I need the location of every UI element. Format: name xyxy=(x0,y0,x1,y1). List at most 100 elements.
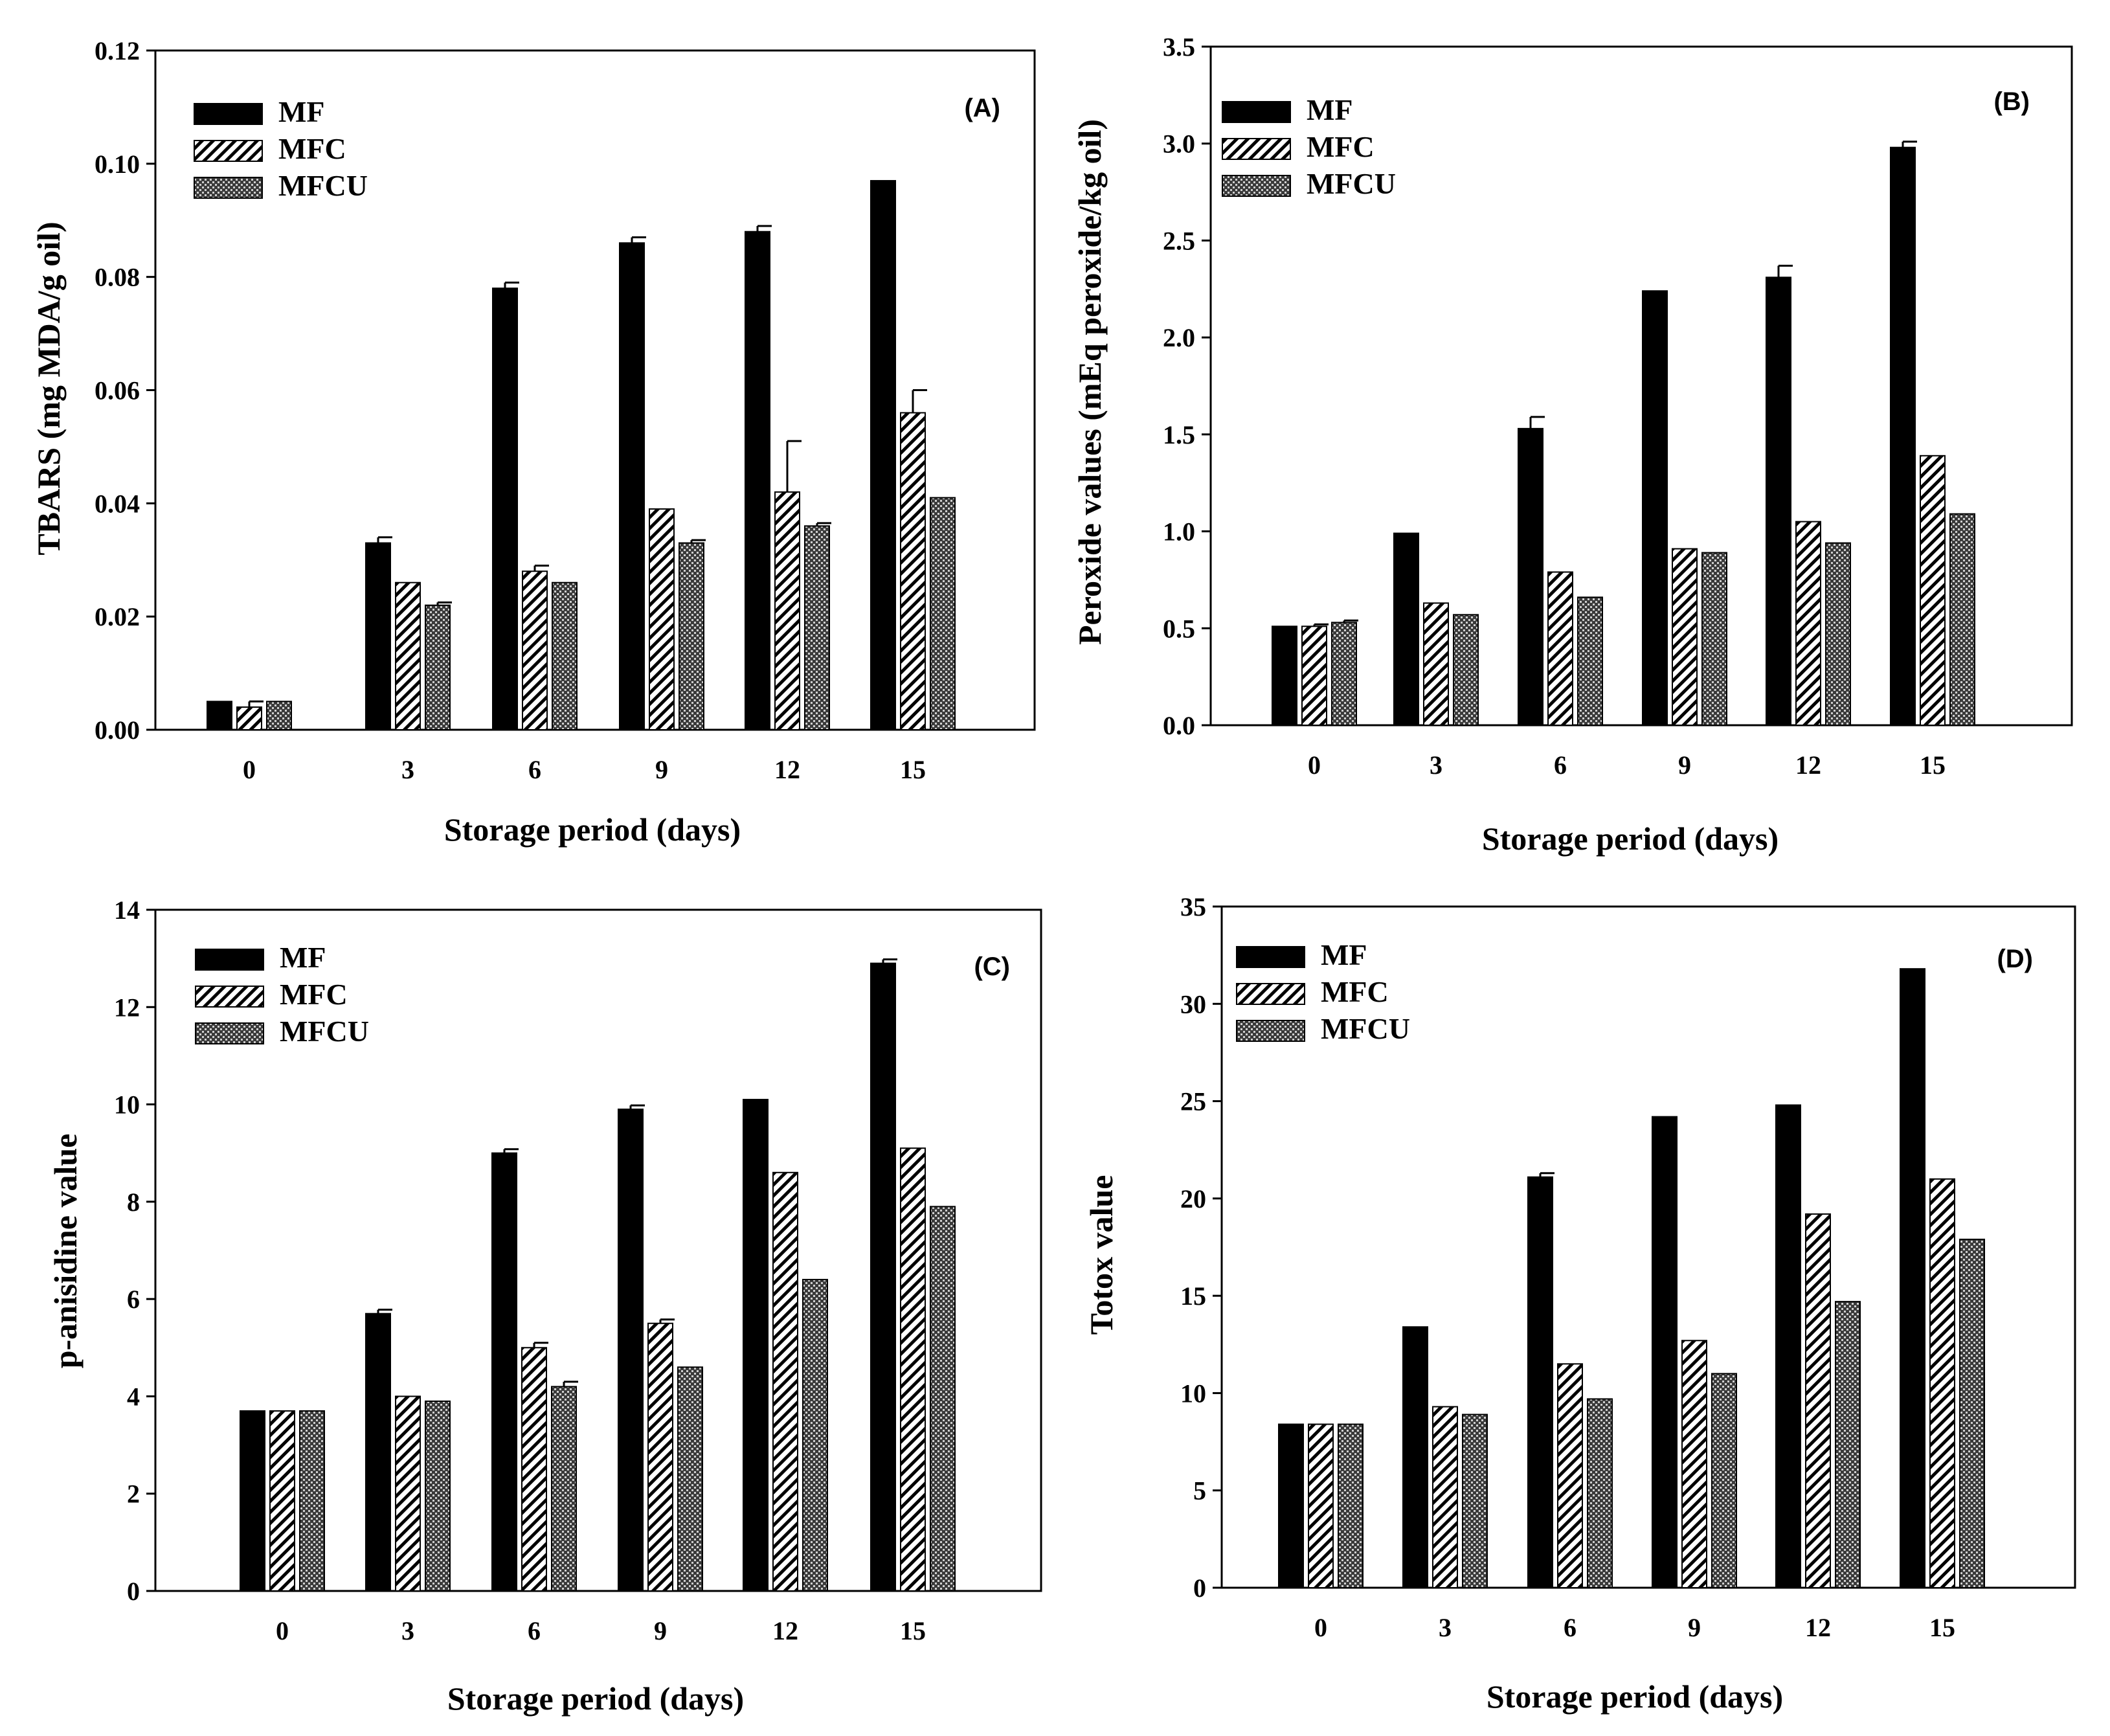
y-tick-label: 6 xyxy=(127,1285,140,1314)
bar-mfc xyxy=(649,508,675,730)
y-tick-label: 10 xyxy=(1180,1379,1206,1408)
bar-mfc xyxy=(395,581,421,731)
bar-mf xyxy=(1766,276,1791,726)
legend-label-mfcu: MFCU xyxy=(1321,1012,1410,1045)
bar-mf xyxy=(1900,968,1925,1588)
panel-label: (D) xyxy=(1997,945,2033,973)
legend-label-mfcu: MFCU xyxy=(280,1015,369,1048)
bar-mfcu xyxy=(1959,1238,1985,1588)
y-tick-label: 3.0 xyxy=(1163,130,1195,159)
y-tick-label: 3.5 xyxy=(1163,32,1195,62)
bar-mfc xyxy=(236,706,262,730)
x-tick-label: 0 xyxy=(1308,750,1321,780)
legend: MF MFC MFCU xyxy=(194,95,368,202)
bar-mfcu xyxy=(804,525,830,730)
bar-mfc xyxy=(1681,1340,1707,1588)
x-tick-label: 6 xyxy=(528,755,541,784)
legend: MF MFC MFCU xyxy=(1236,938,1410,1045)
y-tick-label: 10 xyxy=(114,1090,140,1120)
bar-mfc xyxy=(647,1322,673,1592)
x-tick-label: 6 xyxy=(1564,1613,1577,1642)
x-tick-label: 9 xyxy=(655,755,668,784)
y-tick-label: 0 xyxy=(127,1577,140,1606)
y-tick-label: 0 xyxy=(1193,1573,1206,1603)
bar-mfc xyxy=(1557,1363,1583,1588)
x-axis-title: Storage period (days) xyxy=(1482,820,1779,857)
x-tick-label: 12 xyxy=(1805,1613,1831,1642)
panel-label: (A) xyxy=(964,94,1000,122)
bar-mfcu xyxy=(930,1206,956,1592)
bar-mfc xyxy=(1795,521,1821,726)
legend-label-mfc: MFC xyxy=(280,978,348,1011)
legend-label-mfc: MFC xyxy=(278,132,346,165)
bar-mf xyxy=(618,1109,644,1592)
bar-mfc xyxy=(774,491,800,730)
bar-mf xyxy=(1278,1423,1304,1589)
x-tick-label: 15 xyxy=(900,755,926,784)
y-tick-label: 0.06 xyxy=(95,376,140,405)
x-tick-label: 9 xyxy=(1678,750,1691,780)
legend-swatch-mfc xyxy=(1222,138,1291,160)
bar-mf xyxy=(870,180,896,730)
bar-mfc xyxy=(1301,626,1327,727)
bar-mfcu xyxy=(1701,552,1727,726)
legend-swatch-mf xyxy=(194,103,263,125)
chart-panel-a: TBARS (mg MDA/g oil) Storage period (day… xyxy=(30,36,1036,848)
bar-mfcu xyxy=(1462,1414,1488,1589)
bar-mfcu xyxy=(679,542,704,731)
legend-label-mf: MF xyxy=(278,95,325,128)
bar-mfcu xyxy=(677,1366,703,1592)
bar-mfcu xyxy=(1949,513,1975,726)
bar-mfc xyxy=(1805,1213,1831,1588)
x-tick-label: 6 xyxy=(528,1616,541,1645)
bar-mf xyxy=(1272,626,1297,727)
bar-mf xyxy=(492,287,518,730)
bar-mfc xyxy=(1432,1406,1458,1588)
bar-mf xyxy=(365,1313,391,1592)
y-tick-label: 12 xyxy=(114,993,140,1022)
plot-frame xyxy=(154,908,1042,1592)
y-tick-label: 2.5 xyxy=(1163,226,1195,255)
legend-label-mf: MF xyxy=(1307,93,1353,126)
bar-mfc xyxy=(522,570,548,730)
x-tick-label: 3 xyxy=(401,755,414,784)
x-tick-label: 9 xyxy=(654,1616,667,1645)
y-tick-label: 0.12 xyxy=(95,36,140,65)
x-tick-label: 15 xyxy=(1929,1613,1955,1642)
bar-mfc xyxy=(1308,1423,1334,1589)
legend: MF MFC MFCU xyxy=(195,941,369,1048)
bar-mfcu xyxy=(1577,596,1603,726)
bar-mfc xyxy=(900,412,926,730)
y-tick-label: 0.02 xyxy=(95,602,140,631)
bar-mfc xyxy=(269,1410,295,1592)
x-tick-label: 15 xyxy=(1920,750,1946,780)
panel-label: (B) xyxy=(1993,87,2030,116)
x-tick-label: 0 xyxy=(243,755,256,784)
bar-mfcu xyxy=(552,581,578,731)
x-tick-label: 6 xyxy=(1554,750,1567,780)
bar-mfc xyxy=(772,1171,798,1592)
bar-mfcu xyxy=(1711,1373,1737,1588)
legend-swatch-mfc xyxy=(1236,983,1305,1005)
legend-swatch-mf xyxy=(1236,946,1305,968)
bar-mfcu xyxy=(1331,622,1357,726)
bar-mfcu xyxy=(1825,542,1851,727)
bar-mf xyxy=(743,1099,769,1592)
bar-mfcu xyxy=(802,1279,828,1592)
legend-label-mf: MF xyxy=(1321,938,1367,971)
bar-mf xyxy=(1890,146,1916,726)
bar-mfcu xyxy=(930,497,956,730)
bar-mfcu xyxy=(299,1410,325,1592)
bar-mf xyxy=(365,542,391,731)
x-tick-label: 0 xyxy=(1314,1613,1327,1642)
legend-swatch-mfcu xyxy=(1222,175,1291,197)
y-axis-title: TBARS (mg MDA/g oil) xyxy=(30,221,67,555)
bar-mf xyxy=(1642,290,1668,726)
y-axis-title: Totox value xyxy=(1083,1175,1119,1335)
legend-label-mf: MF xyxy=(280,941,326,974)
bar-mfcu xyxy=(425,1400,451,1592)
y-tick-label: 5 xyxy=(1193,1476,1206,1505)
bar-mf xyxy=(870,962,896,1592)
y-tick-label: 2.0 xyxy=(1163,323,1195,352)
